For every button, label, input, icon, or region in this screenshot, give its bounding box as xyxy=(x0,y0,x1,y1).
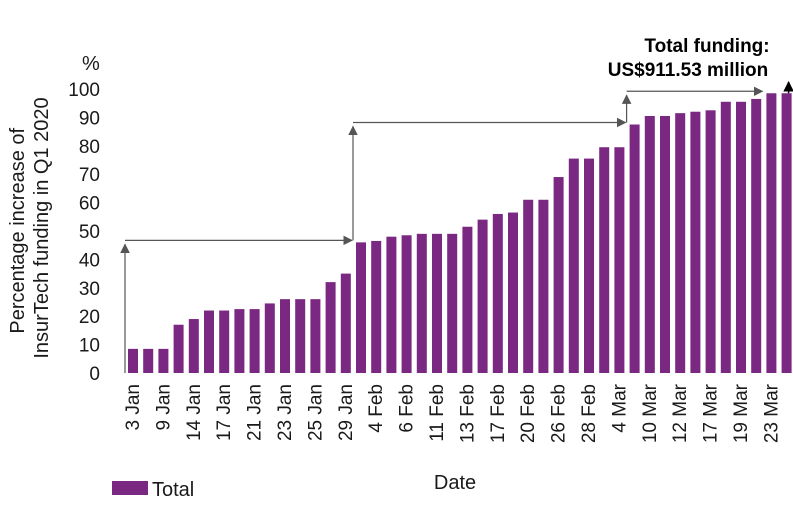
x-tick-label: 10 Mar xyxy=(640,383,661,443)
bar xyxy=(234,309,245,373)
x-tick-label: 14 Jan xyxy=(184,384,205,441)
y-tick-label: 0 xyxy=(89,364,100,385)
x-tick-label: 11 Feb xyxy=(427,384,448,442)
bar xyxy=(492,213,503,373)
bar xyxy=(660,115,670,373)
bar xyxy=(204,310,214,373)
bar xyxy=(720,101,731,373)
x-tick-label: 21 Jan xyxy=(245,384,266,441)
bar xyxy=(477,219,488,373)
bar xyxy=(675,113,686,373)
legend-swatch-total xyxy=(112,481,148,495)
x-tick-label: 23 Mar xyxy=(761,383,782,443)
x-tick-label: 19 Mar xyxy=(731,383,752,443)
bar xyxy=(280,299,290,373)
bar xyxy=(310,299,321,373)
bar xyxy=(340,273,351,373)
bars xyxy=(128,93,792,374)
y-axis-ticks: 0 10 20 30 40 50 60 70 80 90 100 xyxy=(68,80,100,385)
bar xyxy=(538,199,549,373)
x-tick-label: 17 Jan xyxy=(214,384,235,441)
bar xyxy=(462,226,473,373)
bar xyxy=(705,110,716,374)
bar xyxy=(325,282,336,373)
bar xyxy=(568,158,579,373)
bar xyxy=(690,111,701,373)
x-tick-label: 12 Mar xyxy=(670,383,691,443)
bar xyxy=(173,324,184,373)
bar xyxy=(629,124,640,373)
bar xyxy=(128,348,138,373)
bar xyxy=(371,240,382,373)
bar xyxy=(401,235,412,373)
bar xyxy=(219,310,230,373)
bar xyxy=(599,147,610,373)
x-tick-label: 9 Jan xyxy=(153,384,174,430)
y-tick-label: 100 xyxy=(68,80,100,101)
bar xyxy=(508,212,518,373)
legend-label-total: Total xyxy=(152,479,194,501)
legend: Total xyxy=(112,479,194,501)
annotation-line-1: Total funding: xyxy=(644,36,769,57)
y-axis-title-line-1: Percentage increase of xyxy=(7,127,29,333)
x-tick-label: 25 Jan xyxy=(305,384,326,441)
x-tick-label: 3 Jan xyxy=(123,384,144,430)
bar xyxy=(553,177,564,373)
bar xyxy=(751,98,762,373)
x-tick-label: 17 Mar xyxy=(701,383,722,443)
bar xyxy=(781,93,792,373)
y-tick-label: 40 xyxy=(79,250,100,271)
bar xyxy=(249,309,260,373)
y-tick-label: 10 xyxy=(79,336,100,357)
bar xyxy=(614,147,625,373)
bar xyxy=(356,242,366,373)
total-funding-annotation: Total funding: US$911.53 million xyxy=(608,36,770,81)
x-tick-label: 20 Feb xyxy=(518,384,539,443)
growth-arrows xyxy=(120,80,793,373)
bar xyxy=(143,348,154,373)
bar xyxy=(736,101,746,373)
bar xyxy=(188,319,199,373)
bar xyxy=(264,303,275,373)
x-tick-label: 26 Feb xyxy=(549,384,570,443)
bar xyxy=(416,233,427,373)
y-axis-title-line-2: InsurTech funding in Q1 2020 xyxy=(31,97,53,358)
bar xyxy=(158,348,169,373)
x-tick-label: 26 Mar xyxy=(792,383,793,443)
y-tick-label: 50 xyxy=(79,222,100,243)
bar xyxy=(295,299,306,373)
bar xyxy=(523,199,534,373)
x-tick-label: 28 Feb xyxy=(579,384,600,443)
bar xyxy=(644,115,655,373)
y-tick-label: 70 xyxy=(79,165,100,186)
bar xyxy=(447,233,458,373)
x-tick-label: 6 Feb xyxy=(397,384,418,433)
y-unit-label: % xyxy=(82,53,100,75)
y-tick-label: 60 xyxy=(79,194,100,215)
bar xyxy=(432,233,442,373)
x-tick-label: 4 Mar xyxy=(609,383,630,432)
x-tick-label: 29 Jan xyxy=(336,384,357,441)
y-axis-title: Percentage increase of InsurTech funding… xyxy=(7,97,53,358)
x-tick-label: 4 Feb xyxy=(366,384,387,433)
bar xyxy=(584,158,594,373)
x-tick-label: 17 Feb xyxy=(488,384,509,443)
y-tick-label: 80 xyxy=(79,137,100,158)
x-tick-label: 13 Feb xyxy=(457,384,478,443)
x-tick-label: 23 Jan xyxy=(275,384,296,441)
y-tick-label: 90 xyxy=(79,108,100,129)
x-axis-ticks: 3 Jan 9 Jan 14 Jan 17 Jan 21 Jan 23 Jan 25 Jan… xyxy=(123,383,793,443)
y-tick-label: 30 xyxy=(79,279,100,300)
annotation-line-2: US$911.53 million xyxy=(608,60,769,81)
y-tick-label: 20 xyxy=(79,307,100,328)
bar xyxy=(766,93,777,373)
x-axis-title: Date xyxy=(434,472,476,494)
bar xyxy=(386,236,397,373)
